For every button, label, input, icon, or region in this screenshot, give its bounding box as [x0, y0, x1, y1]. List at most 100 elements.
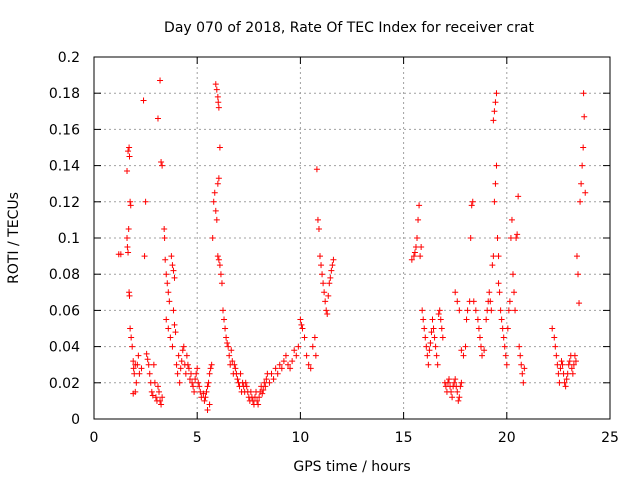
data-point — [512, 307, 519, 314]
data-point — [463, 316, 470, 323]
data-point — [491, 198, 498, 205]
chart-title: Day 070 of 2018, Rate Of TEC Index for r… — [164, 20, 534, 36]
data-point — [133, 379, 140, 386]
data-point — [204, 383, 211, 390]
data-point — [280, 358, 287, 365]
data-point — [566, 358, 573, 365]
data-point — [324, 311, 331, 318]
data-point — [581, 113, 588, 120]
data-point — [582, 189, 589, 196]
data-point — [215, 104, 222, 111]
data-point — [432, 343, 439, 350]
x-tick-label: 5 — [193, 430, 202, 446]
data-point — [472, 307, 479, 314]
data-point — [180, 343, 187, 350]
data-point — [172, 329, 179, 336]
data-point — [495, 280, 502, 287]
data-point — [312, 352, 319, 359]
data-point — [222, 325, 229, 332]
data-point — [220, 307, 226, 314]
data-point — [455, 397, 462, 404]
data-point — [577, 198, 584, 205]
data-point — [202, 394, 209, 401]
data-point — [552, 343, 559, 350]
data-point — [505, 307, 512, 314]
data-point — [184, 361, 191, 368]
data-point — [476, 334, 483, 341]
data-point — [195, 379, 202, 386]
x-axis-label: GPS time / hours — [293, 459, 410, 475]
data-point — [448, 388, 455, 395]
data-point — [256, 394, 263, 401]
data-point — [493, 90, 500, 97]
data-point — [161, 235, 168, 241]
data-point — [328, 267, 335, 274]
y-tick-label: 0.06 — [49, 303, 80, 319]
data-point — [214, 93, 221, 100]
data-point — [434, 361, 441, 368]
data-point — [261, 379, 268, 386]
data-point — [470, 298, 477, 305]
data-point — [564, 370, 571, 377]
data-point — [326, 280, 333, 287]
data-point — [214, 180, 221, 187]
data-point — [323, 307, 330, 314]
data-point — [425, 361, 432, 368]
data-point — [127, 198, 134, 205]
y-tick-label: 0.14 — [49, 159, 80, 175]
data-point — [215, 175, 222, 182]
data-point — [263, 376, 270, 383]
data-point — [325, 292, 332, 299]
data-point — [330, 256, 337, 263]
data-point — [206, 370, 213, 377]
data-point — [192, 376, 199, 383]
x-tick-label: 15 — [395, 430, 413, 446]
data-point — [127, 325, 134, 332]
data-point — [460, 352, 467, 359]
data-point — [427, 339, 434, 346]
data-point — [454, 388, 461, 395]
grid-lines — [94, 57, 610, 419]
data-point — [168, 253, 175, 260]
data-point — [138, 365, 145, 372]
data-point — [418, 244, 425, 251]
data-point — [516, 343, 523, 350]
data-point — [321, 289, 328, 296]
data-point — [492, 99, 499, 106]
data-point — [213, 216, 220, 223]
data-point — [209, 235, 216, 241]
data-point — [224, 339, 231, 346]
data-point — [143, 350, 150, 357]
data-point — [479, 352, 486, 359]
data-point — [158, 158, 165, 165]
data-point — [162, 256, 169, 263]
data-point — [215, 99, 222, 106]
data-point — [125, 225, 132, 232]
data-point — [129, 343, 136, 350]
data-point — [297, 316, 304, 323]
data-point — [422, 334, 429, 341]
data-point — [128, 334, 135, 341]
data-point — [126, 144, 133, 151]
data-point — [423, 343, 430, 350]
data-point — [148, 388, 155, 395]
data-point — [493, 162, 500, 169]
y-tick-label: 0.02 — [49, 376, 80, 392]
data-point — [157, 77, 164, 84]
data-point — [491, 108, 498, 115]
data-point — [266, 379, 273, 386]
data-point — [570, 361, 577, 368]
data-point — [509, 271, 516, 278]
data-point — [287, 365, 294, 372]
data-point — [229, 358, 236, 365]
data-point — [216, 144, 223, 151]
data-point — [303, 352, 310, 359]
y-tick-labels: 0 0.02 0.04 0.06 0.08 0.1 0.12 0.14 0.16 0.18 0.2 — [49, 50, 80, 428]
data-point — [193, 370, 200, 377]
data-point — [456, 394, 463, 401]
data-point — [190, 383, 197, 390]
data-point — [185, 365, 192, 372]
data-point — [549, 325, 556, 332]
data-point — [159, 162, 166, 169]
data-point — [559, 361, 566, 368]
